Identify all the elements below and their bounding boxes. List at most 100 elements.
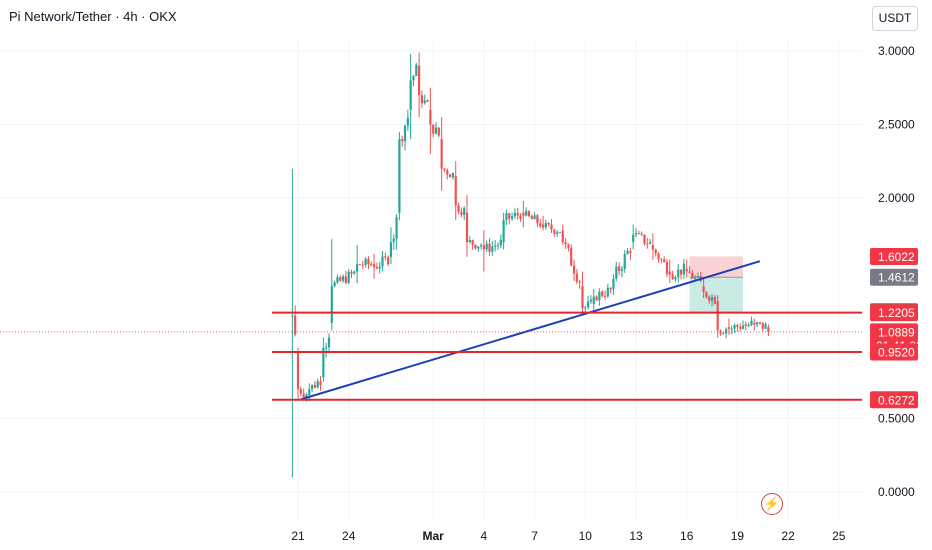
candle-body bbox=[705, 292, 708, 297]
take-profit-zone bbox=[689, 277, 744, 312]
candles bbox=[291, 52, 770, 478]
candle-body bbox=[491, 246, 494, 252]
candle-body bbox=[767, 327, 770, 332]
candle-body bbox=[302, 393, 305, 397]
candle-body bbox=[674, 277, 677, 280]
candle-body bbox=[344, 276, 347, 283]
candle-body bbox=[558, 231, 562, 233]
candle-body bbox=[710, 296, 714, 301]
candle-body bbox=[601, 291, 604, 296]
candle-body bbox=[679, 269, 683, 275]
candle-body bbox=[640, 233, 643, 235]
price-tag bbox=[870, 268, 918, 286]
candle-body bbox=[691, 273, 694, 279]
price-tag bbox=[870, 304, 918, 322]
time-tick-label: 10 bbox=[579, 529, 593, 543]
candle-body bbox=[426, 100, 429, 102]
candle-body bbox=[367, 258, 370, 265]
candle-body bbox=[423, 100, 426, 104]
candle-body bbox=[443, 168, 446, 171]
candle-body bbox=[358, 264, 362, 266]
candle-body bbox=[525, 211, 528, 216]
candle-body bbox=[637, 233, 640, 235]
candle-body bbox=[727, 327, 731, 329]
position-zones bbox=[689, 256, 744, 312]
price-tag-label: 1.4612 bbox=[878, 271, 915, 285]
candle-body bbox=[533, 215, 536, 220]
candle-body bbox=[522, 212, 525, 216]
stop-loss-zone bbox=[689, 256, 744, 278]
candle-body bbox=[477, 246, 480, 249]
time-axis: 21 24 Mar 4 7 10 13 16 19 22 25 bbox=[291, 529, 845, 543]
candle-body bbox=[339, 277, 342, 281]
candle-body bbox=[553, 229, 556, 234]
candle-body bbox=[603, 295, 607, 297]
time-tick-label: 4 bbox=[481, 529, 488, 543]
candle-body bbox=[654, 249, 657, 254]
candle-body bbox=[299, 389, 302, 394]
candle-body bbox=[499, 239, 502, 246]
candle-body bbox=[460, 211, 463, 215]
candle-body bbox=[736, 325, 739, 328]
candle-body bbox=[325, 347, 328, 349]
candle-body bbox=[663, 259, 666, 263]
candle-body bbox=[409, 80, 412, 110]
candle-body bbox=[584, 307, 587, 309]
price-tag-label: 1.0889 bbox=[878, 325, 915, 339]
candle-body bbox=[519, 215, 522, 220]
candle-body bbox=[758, 322, 762, 324]
candle-body bbox=[648, 242, 652, 244]
candle-body bbox=[564, 242, 567, 245]
price-tag bbox=[870, 343, 918, 361]
candle-body bbox=[327, 337, 331, 348]
time-tick-label: 21 bbox=[291, 529, 305, 543]
candle-body bbox=[730, 328, 733, 330]
price-tag bbox=[870, 247, 918, 265]
candle-body bbox=[550, 224, 553, 230]
candle-body bbox=[694, 277, 697, 279]
candle-body bbox=[539, 223, 542, 227]
currency-button[interactable]: USDT bbox=[872, 6, 918, 31]
candle-body bbox=[451, 173, 455, 178]
candle-body bbox=[378, 266, 381, 269]
candle-body bbox=[313, 384, 316, 388]
candle-body bbox=[375, 267, 378, 269]
candle-body bbox=[305, 394, 308, 397]
candle-body bbox=[350, 271, 353, 274]
candle-body bbox=[434, 127, 438, 134]
candle-body bbox=[629, 250, 632, 253]
candle-body bbox=[668, 271, 671, 275]
candle-body bbox=[626, 250, 629, 255]
candle-body bbox=[474, 244, 477, 249]
candle-body bbox=[468, 240, 471, 243]
time-tick-label: 19 bbox=[731, 529, 745, 543]
price-tick-label: 2.5000 bbox=[878, 118, 915, 132]
candle-body bbox=[494, 245, 497, 247]
candle-body bbox=[294, 315, 297, 335]
candle-body bbox=[403, 125, 407, 142]
candle-body bbox=[398, 139, 401, 213]
candle-body bbox=[479, 245, 483, 247]
candle-body bbox=[609, 287, 612, 290]
time-tick-label: 13 bbox=[629, 529, 643, 543]
candle-body bbox=[696, 276, 700, 278]
candle-body bbox=[505, 213, 508, 221]
candle-body bbox=[722, 333, 725, 335]
lightning-icon[interactable]: ⚡ bbox=[761, 493, 783, 515]
candle-body bbox=[420, 95, 424, 104]
price-tick-label: 3.0000 bbox=[878, 44, 915, 58]
time-tick-label: 16 bbox=[680, 529, 694, 543]
candle-body bbox=[570, 247, 573, 266]
candle-body bbox=[685, 268, 688, 272]
time-tick-label: 7 bbox=[531, 529, 538, 543]
price-tag bbox=[870, 391, 918, 409]
candle-body bbox=[536, 215, 539, 224]
candle-body bbox=[708, 296, 711, 301]
candle-body bbox=[688, 271, 691, 274]
candle-body bbox=[618, 266, 621, 271]
candle-body bbox=[389, 242, 393, 257]
ascending-trendline bbox=[300, 260, 761, 401]
price-axis: 0.0000 0.5000 2.0000 2.5000 3.0000 bbox=[878, 44, 915, 499]
candle-body bbox=[561, 230, 564, 243]
